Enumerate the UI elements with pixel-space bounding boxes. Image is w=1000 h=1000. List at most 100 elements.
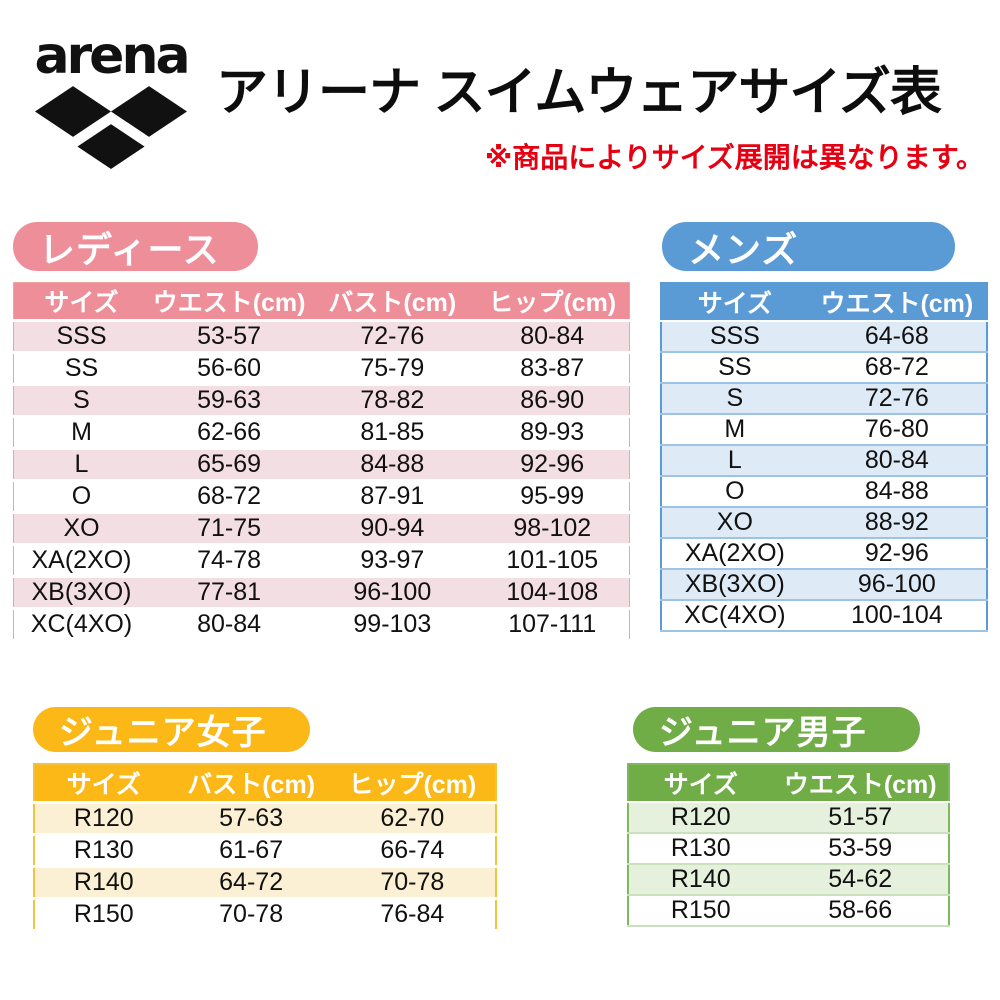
table-row: XA(2XO) 92-96	[661, 538, 987, 570]
size-cell: XA(2XO)	[661, 538, 808, 570]
table-row: XO 71-75 90-94 98-102	[13, 512, 630, 546]
measurement-cell: 72-76	[807, 383, 987, 415]
measurement-cell: 83-87	[475, 352, 630, 386]
size-variation-note: ※商品によりサイズ展開は異なります。	[484, 142, 984, 173]
size-cell: XO	[13, 512, 150, 546]
table-row: R130 53-59	[628, 833, 949, 865]
measurement-cell: 92-96	[475, 448, 630, 482]
measurement-cell: 89-93	[475, 416, 630, 450]
measurement-cell: 62-66	[149, 416, 310, 450]
measurement-cell: 64-68	[807, 321, 987, 353]
column-header: ウエスト(cm)	[772, 764, 949, 803]
measurement-cell: 90-94	[309, 512, 476, 546]
measurement-cell: 92-96	[807, 538, 987, 570]
column-header: ウエスト(cm)	[149, 282, 310, 322]
measurement-cell: 104-108	[475, 576, 630, 610]
table-row: M 76-80	[661, 414, 987, 446]
measurement-cell: 51-57	[772, 802, 949, 834]
column-header: バスト(cm)	[309, 282, 476, 322]
measurement-cell: 78-82	[309, 384, 476, 418]
size-cell: XA(2XO)	[13, 544, 150, 578]
header-row: サイズ バスト(cm) ヒップ(cm)	[34, 764, 496, 804]
ladies-badge: レディース	[13, 222, 258, 271]
table-row: R150 70-78 76-84	[34, 898, 496, 932]
table-row: SSS 64-68	[661, 321, 987, 353]
measurement-cell: 98-102	[475, 512, 630, 546]
measurement-cell: 74-78	[149, 544, 310, 578]
table-row: XC(4XO) 80-84 99-103 107-111	[13, 608, 630, 642]
measurement-cell: 80-84	[807, 445, 987, 477]
measurement-cell: 56-60	[149, 352, 310, 386]
measurement-cell: 53-59	[772, 833, 949, 865]
measurement-cell: 95-99	[475, 480, 630, 514]
page-title: アリーナ スイムウェアサイズ表	[216, 64, 942, 122]
measurement-cell: 57-63	[172, 802, 330, 836]
table-row: XA(2XO) 74-78 93-97 101-105	[13, 544, 630, 578]
size-cell: L	[661, 445, 808, 477]
measurement-cell: 54-62	[772, 864, 949, 896]
size-cell: SS	[13, 352, 150, 386]
arena-logo: arena	[33, 30, 191, 174]
size-cell: O	[661, 476, 808, 508]
measurement-cell: 107-111	[475, 608, 630, 642]
column-header: サイズ	[628, 764, 773, 803]
column-header: ヒップ(cm)	[475, 282, 630, 322]
measurement-cell: 96-100	[807, 569, 987, 601]
table-row: S 72-76	[661, 383, 987, 415]
size-cell: R150	[34, 898, 173, 932]
mens-size-table: サイズ ウエスト(cm) SSS 64-68 SS 68-72 S 72-76 M 76-80 L…	[660, 282, 988, 632]
header-row: サイズ ウエスト(cm)	[661, 283, 987, 322]
measurement-cell: 96-100	[309, 576, 476, 610]
table-row: SS 68-72	[661, 352, 987, 384]
table-row: R150 58-66	[628, 895, 949, 927]
measurement-cell: 70-78	[172, 898, 330, 932]
size-cell: SSS	[13, 320, 150, 354]
measurement-cell: 88-92	[807, 507, 987, 539]
measurement-cell: 76-84	[329, 898, 496, 932]
measurement-cell: 80-84	[475, 320, 630, 354]
size-cell: M	[661, 414, 808, 446]
table-row: XB(3XO) 96-100	[661, 569, 987, 601]
table-row: XO 88-92	[661, 507, 987, 539]
measurement-cell: 84-88	[807, 476, 987, 508]
measurement-cell: 65-69	[149, 448, 310, 482]
column-header: ヒップ(cm)	[329, 764, 496, 804]
size-cell: R120	[34, 802, 173, 836]
table-row: SSS 53-57 72-76 80-84	[13, 320, 630, 354]
table-row: S 59-63 78-82 86-90	[13, 384, 630, 418]
column-header: ウエスト(cm)	[807, 283, 987, 322]
size-cell: SSS	[661, 321, 808, 353]
size-cell: XB(3XO)	[13, 576, 150, 610]
measurement-cell: 76-80	[807, 414, 987, 446]
measurement-cell: 68-72	[149, 480, 310, 514]
measurement-cell: 87-91	[309, 480, 476, 514]
header-row: サイズ ウエスト(cm)	[628, 764, 949, 803]
table-row: M 62-66 81-85 89-93	[13, 416, 630, 450]
table-row: R140 54-62	[628, 864, 949, 896]
junior-boys-badge: ジュニア男子	[633, 707, 920, 752]
size-cell: L	[13, 448, 150, 482]
table-row: L 80-84	[661, 445, 987, 477]
measurement-cell: 64-72	[172, 866, 330, 900]
junior-boys-size-table: サイズ ウエスト(cm) R120 51-57 R130 53-59 R140 54-62 R…	[627, 763, 950, 927]
column-header: サイズ	[661, 283, 808, 322]
size-cell: R140	[628, 864, 773, 896]
ladies-size-table: サイズ ウエスト(cm) バスト(cm) ヒップ(cm) SSS 53-57 72-76 8…	[13, 282, 630, 642]
table-row: O 84-88	[661, 476, 987, 508]
size-cell: XC(4XO)	[13, 608, 150, 642]
size-cell: XO	[661, 507, 808, 539]
table-row: L 65-69 84-88 92-96	[13, 448, 630, 482]
header-row: サイズ ウエスト(cm) バスト(cm) ヒップ(cm)	[13, 282, 630, 322]
table-row: R120 51-57	[628, 802, 949, 834]
size-cell: R150	[628, 895, 773, 927]
table-row: O 68-72 87-91 95-99	[13, 480, 630, 514]
junior-girls-badge: ジュニア女子	[33, 707, 310, 752]
size-cell: M	[13, 416, 150, 450]
measurement-cell: 84-88	[309, 448, 476, 482]
table-row: XB(3XO) 77-81 96-100 104-108	[13, 576, 630, 610]
table-row: R140 64-72 70-78	[34, 866, 496, 900]
size-cell: R130	[628, 833, 773, 865]
measurement-cell: 100-104	[807, 600, 987, 632]
measurement-cell: 66-74	[329, 834, 496, 868]
